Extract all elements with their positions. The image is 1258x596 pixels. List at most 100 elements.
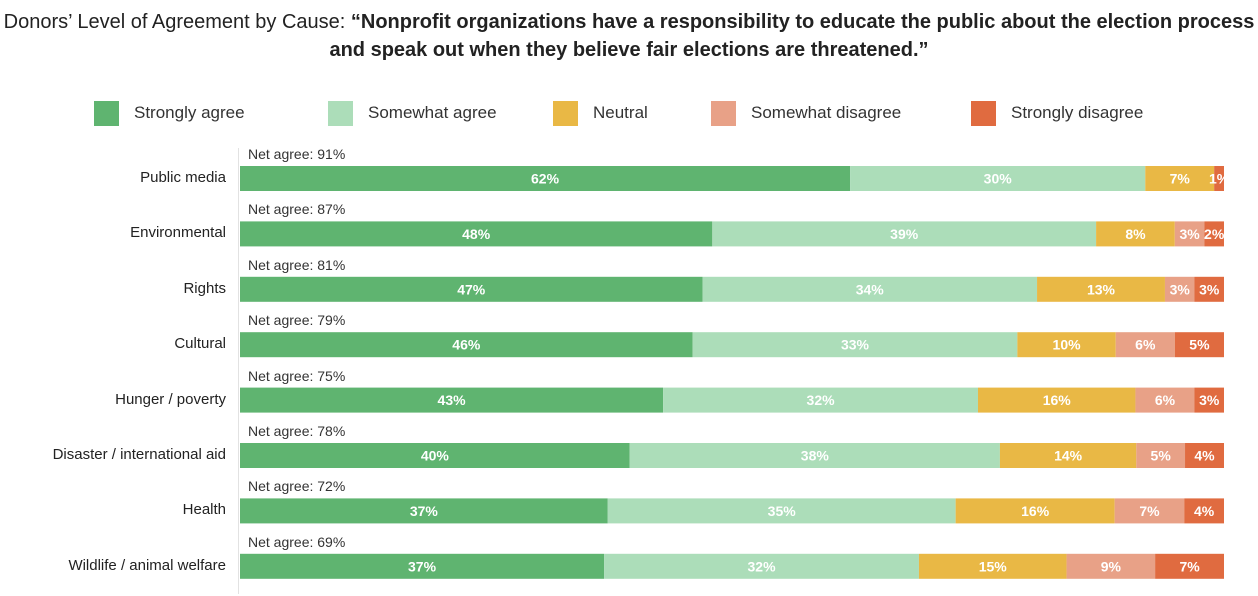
net-agree-label-health: Net agree: 72% (248, 478, 346, 495)
legend-item-strongly-disagree: Strongly disagree (971, 100, 1143, 126)
bar-segment-hunger-poverty-somewhat-disagree (1135, 387, 1195, 413)
data-label-hunger-poverty-neutral: 16% (1043, 392, 1072, 408)
legend-swatch-strongly-agree (94, 100, 119, 126)
row-label-disaster-international-aid: Disaster / international aid (52, 446, 226, 463)
legend-label-somewhat-disagree: Somewhat disagree (751, 103, 902, 122)
bar-segment-cultural-strongly-disagree (1174, 332, 1224, 358)
bar-segment-health-strongly-agree (240, 498, 608, 524)
row-label-health: Health (182, 501, 226, 519)
net-agree-label-hunger-poverty: Net agree: 75% (248, 367, 346, 384)
legend-item-strongly-agree: Strongly agree (94, 100, 245, 126)
bar-segment-rights-strongly-disagree (1194, 276, 1224, 302)
data-label-disaster-international-aid-neutral: 14% (1054, 448, 1083, 464)
bar-segment-cultural-strongly-agree (240, 332, 693, 358)
bar-segment-cultural-somewhat-disagree (1115, 332, 1175, 358)
data-label-hunger-poverty-somewhat-disagree: 6% (1155, 392, 1176, 408)
data-label-health-strongly-disagree: 4% (1194, 503, 1215, 519)
bar-segment-public-media-strongly-disagree (1214, 166, 1224, 191)
data-label-environmental-strongly-agree: 48% (462, 226, 491, 242)
data-label-wildlife-animal-welfare-neutral: 15% (979, 558, 1008, 574)
net-agree-label-cultural: Net agree: 79% (248, 312, 346, 329)
data-label-environmental-strongly-disagree: 2% (1204, 226, 1225, 242)
bar-segment-health-strongly-disagree (1184, 498, 1224, 524)
data-label-environmental-somewhat-agree: 39% (890, 226, 919, 242)
data-label-cultural-somewhat-agree: 33% (841, 337, 870, 353)
bar-segment-hunger-poverty-strongly-agree (240, 387, 664, 413)
data-label-public-media-neutral: 7% (1170, 171, 1191, 187)
bar-segment-hunger-poverty-strongly-disagree (1194, 387, 1224, 413)
bar-segment-wildlife-animal-welfare-neutral (918, 553, 1067, 579)
net-agree-label-environmental: Net agree: 87% (248, 201, 346, 218)
data-label-health-neutral: 16% (1021, 503, 1050, 519)
data-label-public-media-strongly-agree: 62% (531, 171, 560, 187)
row-label-environmental: Environmental (130, 224, 226, 242)
net-agree-label-wildlife-animal-welfare: Net agree: 69% (248, 533, 346, 550)
data-label-disaster-international-aid-strongly-disagree: 4% (1194, 448, 1215, 464)
data-label-wildlife-animal-welfare-strongly-disagree: 7% (1179, 558, 1200, 574)
bar-segment-wildlife-animal-welfare-somewhat-agree (604, 553, 919, 579)
data-label-cultural-strongly-agree: 46% (452, 337, 481, 353)
legend-swatch-somewhat-disagree (711, 100, 736, 126)
bar-segment-wildlife-animal-welfare-strongly-disagree (1155, 553, 1224, 579)
bar-segment-public-media-neutral (1145, 166, 1215, 191)
legend-label-strongly-disagree: Strongly disagree (1011, 103, 1144, 122)
legend-item-somewhat-disagree: Somewhat disagree (711, 100, 901, 126)
data-label-rights-strongly-agree: 47% (457, 281, 486, 297)
bar-segment-cultural-somewhat-agree (692, 332, 1018, 358)
chart-title-quote: “Nonprofit organizations have a responsi… (329, 11, 1255, 61)
bar-segment-environmental-somewhat-disagree (1174, 221, 1205, 247)
bar-segment-environmental-somewhat-agree (712, 221, 1097, 247)
bar-segment-environmental-neutral (1096, 221, 1175, 247)
bar-segment-wildlife-animal-welfare-somewhat-disagree (1066, 553, 1156, 579)
bar-segment-health-somewhat-agree (607, 498, 956, 524)
legend-swatch-somewhat-agree (328, 100, 353, 126)
bar-segment-disaster-international-aid-strongly-agree (240, 443, 630, 468)
legend-label-strongly-agree: Strongly agree (134, 103, 245, 122)
bar-segment-public-media-strongly-agree (240, 166, 851, 191)
legend-item-neutral: Neutral (553, 100, 648, 126)
bar-segment-disaster-international-aid-neutral (999, 443, 1137, 468)
bar-segment-rights-somewhat-disagree (1164, 276, 1195, 302)
data-label-cultural-neutral: 10% (1053, 337, 1082, 353)
bar-segment-environmental-strongly-disagree (1204, 221, 1224, 247)
bar-segment-hunger-poverty-neutral (978, 387, 1136, 413)
row-label-wildlife-animal-welfare: Wildlife / animal welfare (68, 556, 226, 574)
data-label-hunger-poverty-strongly-agree: 43% (438, 392, 467, 408)
data-label-rights-strongly-disagree: 3% (1199, 281, 1220, 297)
bar-segment-rights-neutral (1037, 276, 1165, 302)
data-label-public-media-somewhat-agree: 30% (984, 171, 1013, 187)
net-agree-label-public-media: Net agree: 91% (248, 146, 346, 162)
data-label-public-media-strongly-disagree: 1% (1209, 171, 1230, 187)
data-label-health-somewhat-disagree: 7% (1139, 503, 1160, 519)
data-label-cultural-somewhat-disagree: 6% (1135, 337, 1156, 353)
data-label-disaster-international-aid-somewhat-disagree: 5% (1151, 448, 1172, 464)
bar-segment-public-media-somewhat-agree (850, 166, 1146, 191)
bar-segment-disaster-international-aid-somewhat-agree (629, 443, 1000, 468)
row-label-cultural: Cultural (174, 335, 226, 353)
data-label-disaster-international-aid-somewhat-agree: 38% (801, 448, 830, 464)
legend-swatch-strongly-disagree (971, 100, 996, 126)
bar-segment-health-somewhat-disagree (1114, 498, 1185, 524)
category-axis-line (238, 148, 239, 594)
row-label-hunger-poverty: Hunger / poverty (115, 390, 226, 408)
data-label-hunger-poverty-somewhat-agree: 32% (807, 392, 836, 408)
bar-segment-disaster-international-aid-strongly-disagree (1185, 443, 1224, 468)
data-label-wildlife-animal-welfare-somewhat-agree: 32% (748, 558, 777, 574)
bar-segment-disaster-international-aid-somewhat-disagree (1136, 443, 1186, 468)
data-label-environmental-somewhat-disagree: 3% (1179, 226, 1200, 242)
bar-segment-hunger-poverty-somewhat-agree (663, 387, 978, 413)
data-label-rights-somewhat-agree: 34% (856, 281, 885, 297)
chart-title: Donors’ Level of Agreement by Cause: “No… (0, 8, 1258, 64)
chart-title-plain: Donors’ Level of Agreement by Cause: (3, 11, 351, 33)
bar-segment-rights-strongly-agree (240, 276, 703, 302)
data-label-cultural-strongly-disagree: 5% (1189, 337, 1210, 353)
bar-segment-cultural-neutral (1017, 332, 1116, 358)
row-label-rights: Rights (183, 279, 226, 297)
legend-item-somewhat-agree: Somewhat agree (328, 100, 497, 126)
data-label-health-somewhat-agree: 35% (768, 503, 797, 519)
data-label-health-strongly-agree: 37% (410, 503, 439, 519)
data-label-wildlife-animal-welfare-strongly-agree: 37% (408, 558, 437, 574)
data-label-rights-somewhat-disagree: 3% (1170, 281, 1191, 297)
bar-segment-environmental-strongly-agree (240, 221, 713, 247)
